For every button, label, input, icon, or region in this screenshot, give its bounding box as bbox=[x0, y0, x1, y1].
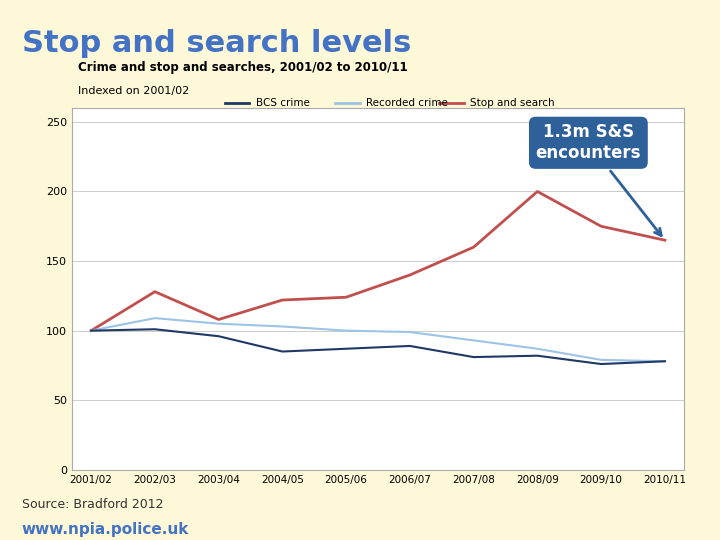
Stop and search bbox=[87, 327, 96, 334]
Text: Source: Bradford 2012: Source: Bradford 2012 bbox=[22, 498, 163, 511]
Recorded crime bbox=[405, 329, 414, 335]
Recorded crime bbox=[215, 320, 223, 327]
BCS crime bbox=[660, 358, 669, 365]
Line: BCS crime: BCS crime bbox=[91, 329, 665, 364]
Stop and search bbox=[342, 294, 351, 300]
Text: Crime and stop and searches, 2001/02 to 2010/11: Crime and stop and searches, 2001/02 to … bbox=[78, 61, 408, 74]
Stop and search bbox=[660, 237, 669, 244]
Text: Stop and search: Stop and search bbox=[470, 98, 554, 107]
Line: Recorded crime: Recorded crime bbox=[91, 318, 665, 361]
BCS crime bbox=[533, 353, 541, 359]
Stop and search bbox=[533, 188, 541, 195]
Text: Recorded crime: Recorded crime bbox=[366, 98, 448, 107]
Recorded crime bbox=[342, 327, 351, 334]
Stop and search bbox=[405, 272, 414, 278]
Recorded crime bbox=[87, 327, 96, 334]
BCS crime bbox=[405, 343, 414, 349]
BCS crime bbox=[469, 354, 478, 360]
BCS crime bbox=[597, 361, 606, 367]
Line: Stop and search: Stop and search bbox=[91, 192, 665, 330]
Text: 1.3m S&S
encounters: 1.3m S&S encounters bbox=[536, 123, 661, 235]
Recorded crime bbox=[660, 358, 669, 365]
Stop and search bbox=[150, 288, 159, 295]
Recorded crime bbox=[469, 337, 478, 343]
Stop and search bbox=[469, 244, 478, 251]
Recorded crime bbox=[150, 315, 159, 321]
BCS crime bbox=[342, 346, 351, 352]
Recorded crime bbox=[597, 356, 606, 363]
Stop and search bbox=[597, 223, 606, 230]
Text: Stop and search levels: Stop and search levels bbox=[22, 29, 411, 58]
BCS crime bbox=[278, 348, 287, 355]
Text: www.npia.police.uk: www.npia.police.uk bbox=[22, 522, 189, 537]
BCS crime bbox=[87, 327, 96, 334]
Recorded crime bbox=[533, 346, 541, 352]
Text: Indexed on 2001/02: Indexed on 2001/02 bbox=[78, 86, 189, 96]
Recorded crime bbox=[278, 323, 287, 330]
BCS crime bbox=[215, 333, 223, 340]
Text: BCS crime: BCS crime bbox=[256, 98, 310, 107]
BCS crime bbox=[150, 326, 159, 333]
Stop and search bbox=[278, 297, 287, 303]
Stop and search bbox=[215, 316, 223, 323]
